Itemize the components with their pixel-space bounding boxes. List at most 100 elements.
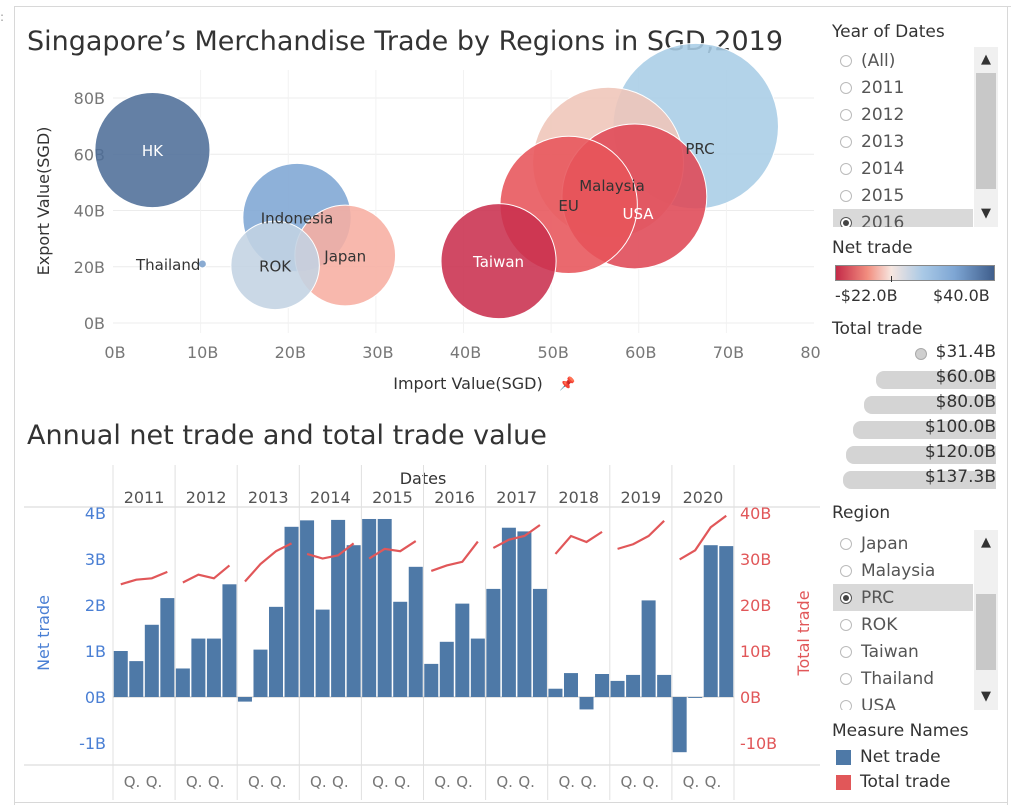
region-option-taiwan[interactable]: Taiwan: [833, 638, 973, 665]
bubble-thailand[interactable]: [197, 259, 207, 269]
net-trade-bar-2018-q3[interactable]: [579, 697, 594, 710]
region-option-japan[interactable]: Japan: [833, 530, 973, 557]
year-option-2014[interactable]: 2014: [833, 155, 973, 182]
bubble-hk[interactable]: [94, 91, 211, 209]
radio-icon[interactable]: [840, 537, 852, 550]
year-option-2012[interactable]: 2012: [833, 101, 973, 128]
net-trade-bar-2016-q3[interactable]: [455, 603, 470, 697]
net-trade-bar-2020-q1[interactable]: [672, 697, 687, 753]
net-trade-bar-2011-q3[interactable]: [144, 624, 159, 697]
net-trade-bar-2015-q4[interactable]: [408, 566, 423, 697]
pin-icon[interactable]: 📌: [559, 375, 575, 392]
region-option-thailand[interactable]: Thailand: [833, 665, 973, 692]
region-filter-scrollbar[interactable]: ▲ ▼: [974, 530, 998, 710]
y-tick-label: 20B: [74, 258, 105, 277]
net-trade-bar-2020-q2[interactable]: [688, 697, 703, 698]
net-trade-bar-2019-q3[interactable]: [641, 600, 656, 697]
scroll-down-icon[interactable]: ▼: [981, 206, 991, 221]
year-option-all[interactable]: (All): [833, 47, 973, 74]
net-trade-bar-2014-q1[interactable]: [300, 520, 315, 697]
total-trade-line-2020[interactable]: [679, 514, 727, 561]
scroll-thumb[interactable]: [976, 594, 996, 670]
total-trade-line-2017[interactable]: [492, 524, 541, 549]
region-option-label: PRC: [861, 587, 895, 608]
net-trade-bar-2019-q4[interactable]: [657, 674, 672, 697]
net-trade-bar-2011-q1[interactable]: [113, 651, 128, 697]
net-trade-bar-2016-q1[interactable]: [424, 663, 439, 697]
radio-icon[interactable]: [840, 645, 852, 658]
net-trade-bar-2013-q2[interactable]: [253, 649, 268, 697]
net-trade-bar-2016-q2[interactable]: [439, 641, 454, 697]
radio-icon[interactable]: [840, 216, 852, 227]
year-filter-list[interactable]: (All) 2011 2012 2013 2014 2015 2016: [833, 47, 973, 227]
net-trade-bar-2017-q4[interactable]: [532, 588, 547, 697]
total-trade-line-2019[interactable]: [617, 520, 665, 550]
total-trade-line-2014[interactable]: [306, 542, 355, 560]
net-trade-bar-2016-q4[interactable]: [470, 638, 485, 697]
total-trade-line-2018[interactable]: [554, 530, 603, 555]
net-trade-bar-2011-q2[interactable]: [129, 661, 144, 697]
net-trade-bar-2019-q2[interactable]: [626, 674, 641, 697]
bubble-chart[interactable]: 0B20B40B60B80B0B10B20B30B40B50B60B70B80B…: [0, 0, 820, 400]
total-trade-line-2012[interactable]: [182, 564, 231, 584]
net-trade-bar-2018-q4[interactable]: [595, 674, 610, 697]
radio-icon[interactable]: [840, 189, 852, 202]
net-trade-bar-2018-q1[interactable]: [548, 688, 563, 697]
radio-icon[interactable]: [840, 672, 852, 685]
net-trade-bar-2018-q2[interactable]: [563, 673, 578, 697]
year-option-2011[interactable]: 2011: [833, 74, 973, 101]
radio-icon[interactable]: [840, 564, 852, 577]
scroll-thumb[interactable]: [976, 73, 996, 189]
scroll-up-icon[interactable]: ▲: [981, 52, 991, 67]
net-trade-bar-2013-q3[interactable]: [269, 606, 284, 697]
legend-item-net-trade[interactable]: Net trade: [836, 747, 941, 767]
net-trade-bar-2015-q3[interactable]: [393, 601, 408, 697]
net-trade-bar-2011-q4[interactable]: [160, 598, 175, 697]
radio-icon[interactable]: [840, 591, 852, 604]
region-option-rok[interactable]: ROK: [833, 611, 973, 638]
net-trade-bar-2012-q3[interactable]: [206, 638, 221, 697]
net-trade-bar-2014-q3[interactable]: [331, 519, 346, 697]
bubble-rok[interactable]: [230, 220, 320, 311]
net-trade-bar-2013-q1[interactable]: [237, 697, 252, 702]
scroll-down-icon[interactable]: ▼: [981, 689, 991, 704]
region-filter-list[interactable]: Japan Malaysia PRC ROK Taiwan Thailand USA: [833, 530, 973, 710]
net-trade-bar-2012-q2[interactable]: [191, 638, 206, 697]
region-option-prc[interactable]: PRC: [833, 584, 973, 611]
year-option-2015[interactable]: 2015: [833, 182, 973, 209]
net-trade-bar-2012-q4[interactable]: [222, 584, 237, 697]
net-trade-bar-2020-q3[interactable]: [703, 545, 718, 697]
total-trade-line-2016[interactable]: [430, 540, 479, 572]
net-trade-bar-2020-q4[interactable]: [719, 546, 734, 697]
radio-icon[interactable]: [840, 54, 852, 67]
net-trade-bar-2019-q1[interactable]: [610, 680, 625, 697]
year-option-2013[interactable]: 2013: [833, 128, 973, 155]
total-trade-line-2015[interactable]: [368, 540, 417, 560]
net-trade-bar-2014-q2[interactable]: [315, 609, 330, 697]
net-trade-bar-2017-q3[interactable]: [517, 531, 532, 697]
radio-icon[interactable]: [840, 135, 852, 148]
bubble-taiwan[interactable]: [440, 203, 557, 320]
total-trade-line-2013[interactable]: [244, 542, 293, 583]
net-trade-bar-2013-q4[interactable]: [284, 526, 299, 697]
radio-icon[interactable]: [840, 81, 852, 94]
net-trade-bar-2017-q1[interactable]: [486, 588, 501, 697]
net-trade-bar-2014-q4[interactable]: [346, 545, 361, 697]
legend-item-total-trade[interactable]: Total trade: [836, 772, 950, 792]
left-axis-title: Net trade: [34, 595, 53, 671]
radio-icon[interactable]: [840, 699, 852, 710]
radio-icon[interactable]: [840, 162, 852, 175]
radio-icon[interactable]: [840, 108, 852, 121]
region-option-malaysia[interactable]: Malaysia: [833, 557, 973, 584]
total-trade-line-2011[interactable]: [120, 570, 168, 586]
region-option-usa[interactable]: USA: [833, 692, 973, 710]
net-trade-bar-2015-q1[interactable]: [362, 518, 377, 697]
year-filter-scrollbar[interactable]: ▲ ▼: [974, 47, 998, 227]
net-trade-bar-2012-q1[interactable]: [175, 668, 190, 697]
net-trade-bar-2017-q2[interactable]: [501, 527, 516, 697]
scroll-up-icon[interactable]: ▲: [981, 535, 991, 550]
year-option-2016[interactable]: 2016: [833, 209, 973, 227]
net-trade-bar-2015-q2[interactable]: [377, 518, 392, 697]
radio-icon[interactable]: [840, 618, 852, 631]
